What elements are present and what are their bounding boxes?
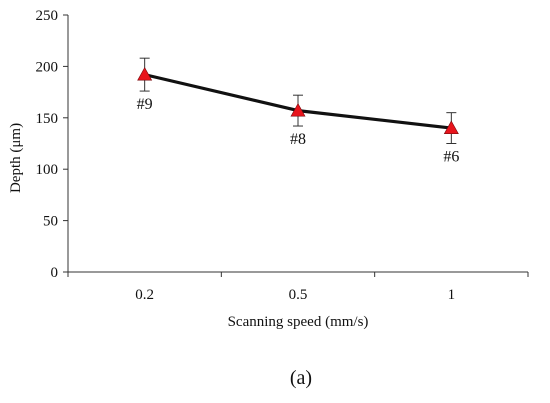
y-axis-ticks: 0 50 100 150 200 250 — [36, 8, 68, 281]
y-tick-label: 100 — [36, 162, 59, 178]
y-tick-label: 0 — [51, 265, 59, 281]
x-tick-label: 0.2 — [135, 287, 154, 303]
x-axis-ticks: 0.2 0.5 1 — [67, 272, 529, 303]
series-layer: #9 #8 #6 — [137, 57, 459, 166]
data-point-marker — [137, 67, 153, 81]
data-point-marker — [290, 102, 306, 117]
data-point-label: #6 — [443, 149, 459, 166]
y-tick-label: 50 — [43, 214, 58, 230]
figure-caption: (a) — [290, 367, 312, 389]
x-tick-label: 1 — [448, 287, 456, 303]
y-tick-label: 200 — [36, 59, 59, 75]
data-point-marker — [443, 120, 459, 134]
y-tick-label: 150 — [36, 111, 59, 127]
x-axis-title: Scanning speed (mm/s) — [228, 314, 369, 330]
data-point-label: #8 — [290, 131, 306, 148]
y-tick-label: 250 — [36, 8, 59, 24]
plot-area: 0 50 100 150 200 250 0.2 0.5 1 #9 #8 #6 — [36, 8, 529, 303]
y-axis-title: Depth (μm) — [8, 123, 24, 193]
data-point-label: #9 — [137, 96, 153, 113]
x-tick-label: 0.5 — [289, 287, 308, 303]
